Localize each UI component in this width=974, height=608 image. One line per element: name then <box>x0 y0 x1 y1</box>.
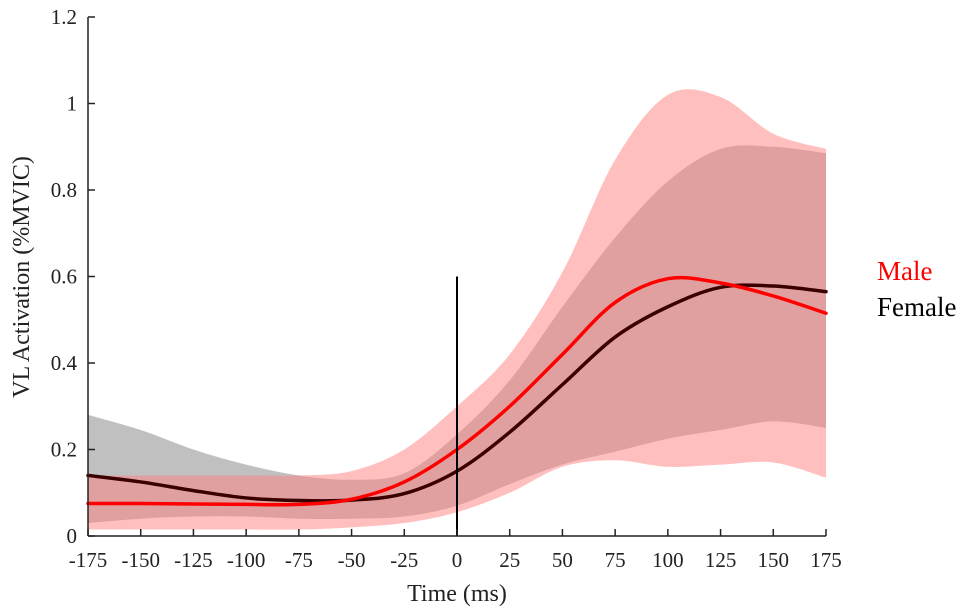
x-ticks: -175 -150 -125 -100 -75 -50 -25 0 25 50 75 100 125 15… <box>69 529 842 572</box>
y-tick-label: 1 <box>67 92 78 116</box>
x-tick-label: 175 <box>810 548 842 572</box>
legend-female: Female <box>877 292 956 322</box>
band-male <box>88 89 826 530</box>
line-female <box>86 283 828 503</box>
y-ticks: 0 0.2 0.4 0.6 0.8 1 1.2 <box>51 5 95 548</box>
legend: Male Female <box>877 256 956 322</box>
x-tick-label: 50 <box>552 548 573 572</box>
y-tick-label: 0.2 <box>51 438 77 462</box>
legend-male: Male <box>877 256 932 286</box>
x-tick-label: -175 <box>69 548 108 572</box>
y-tick-label: 0.8 <box>51 178 77 202</box>
x-tick-label: -50 <box>338 548 366 572</box>
y-tick-label: 0.6 <box>51 265 77 289</box>
y-axis-title: VL Activation (%MVIC) <box>9 156 35 398</box>
x-tick-label: 125 <box>705 548 737 572</box>
x-tick-label: -25 <box>390 548 418 572</box>
x-tick-label: -150 <box>121 548 160 572</box>
y-tick-label: 0.4 <box>51 351 78 375</box>
x-axis-title: Time (ms) <box>407 581 507 607</box>
y-tick-label: 1.2 <box>51 5 77 29</box>
lines-layer <box>86 275 828 507</box>
x-tick-label: 100 <box>652 548 684 572</box>
line-male <box>86 275 828 507</box>
x-tick-label: 25 <box>499 548 520 572</box>
y-tick-label: 0 <box>67 524 78 548</box>
x-tick-label: -100 <box>227 548 266 572</box>
x-tick-label: -75 <box>285 548 313 572</box>
x-tick-label: -125 <box>174 548 213 572</box>
bands-layer <box>88 89 826 530</box>
x-tick-label: 75 <box>605 548 626 572</box>
x-tick-label: 150 <box>758 548 790 572</box>
x-tick-label: 0 <box>452 548 463 572</box>
